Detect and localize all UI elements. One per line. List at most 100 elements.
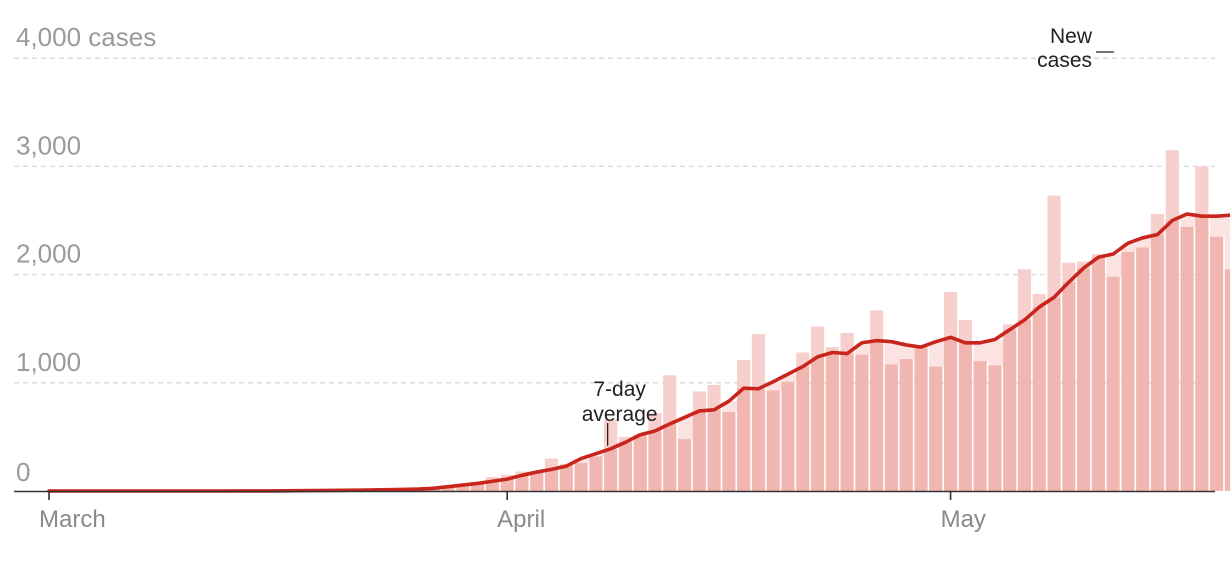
bar-day-31	[500, 479, 514, 491]
y-tick-labels: 0 1,000 2,000 3,000 4,000 cases	[16, 22, 156, 487]
bar-day-64	[988, 365, 1002, 491]
bar-day-30	[485, 481, 499, 491]
bar-day-70	[1077, 268, 1091, 491]
bar-day-72	[1106, 276, 1120, 491]
annotation-7-day-average: 7-day average	[582, 378, 658, 426]
average-band	[234, 214, 1230, 491]
bar-day-39-upper	[618, 436, 633, 443]
band-segment-79	[1210, 216, 1225, 237]
annotation-7-day-average-line-1: average	[582, 403, 658, 426]
band-segment-46	[722, 401, 738, 413]
bar-day-77	[1180, 226, 1194, 491]
bar-day-65-upper	[1003, 324, 1017, 330]
bar-day-59	[914, 347, 928, 491]
y-tick-label-2: 2,000	[16, 239, 81, 269]
bar-day-76	[1165, 220, 1179, 491]
bar-day-28	[456, 486, 470, 491]
bar-day-34	[544, 469, 559, 491]
bar-day-53	[825, 352, 839, 491]
bar-day-48	[751, 388, 766, 491]
band-segment-49	[766, 381, 782, 391]
bar-day-63	[973, 361, 987, 491]
band-segment-55	[855, 342, 871, 355]
bar-day-68	[1047, 297, 1061, 491]
bar-day-68-upper	[1047, 195, 1061, 298]
bar-day-27	[441, 487, 455, 491]
bar-day-54	[840, 353, 854, 491]
bar-day-80	[1224, 269, 1230, 491]
bar-day-66	[1017, 320, 1032, 491]
bar-day-47-upper	[737, 360, 751, 389]
bar-day-73	[1121, 251, 1135, 491]
bar-day-41	[648, 430, 662, 491]
bar-day-49	[766, 390, 780, 491]
y-tick-label-3: 3,000	[16, 130, 81, 160]
x-tick-label-may: May	[941, 506, 986, 533]
y-tick-label-4: 4,000 cases	[16, 22, 156, 52]
bar-day-50	[781, 381, 795, 491]
x-tick-label-march: March	[39, 506, 106, 533]
bar-day-56-upper	[870, 310, 884, 341]
bar-day-79	[1210, 236, 1224, 491]
bar-day-56	[870, 340, 884, 491]
bar-day-61-upper	[943, 291, 958, 338]
bar-day-43	[677, 439, 692, 491]
band-segment-63	[973, 342, 989, 362]
bar-day-75	[1150, 234, 1165, 492]
bar-day-33	[530, 472, 544, 491]
bar-day-32	[515, 475, 529, 491]
bar-day-57	[884, 364, 899, 491]
bar-day-38	[604, 448, 618, 491]
band-segment-80	[1224, 215, 1230, 270]
bar-day-42	[663, 423, 677, 491]
bar-day-54-upper	[840, 333, 854, 354]
annotations: 7-day average New cases	[582, 25, 1114, 446]
annotation-new-cases-line-1: cases	[1037, 49, 1092, 72]
bar-day-53-upper	[825, 347, 839, 353]
bar-day-58	[899, 358, 913, 491]
annotation-new-cases-line-0: New	[1050, 25, 1093, 48]
bar-day-45	[707, 409, 721, 491]
band-segment-64	[988, 339, 1004, 366]
bar-day-42-upper	[663, 375, 677, 424]
bar-day-69	[1062, 282, 1076, 491]
bar-day-76-upper	[1165, 150, 1179, 221]
band-segment-73	[1121, 243, 1137, 252]
bar-day-35	[559, 466, 573, 491]
bar-day-52-upper	[810, 326, 825, 357]
bar-day-37	[589, 456, 603, 491]
band-segment-72	[1106, 254, 1122, 277]
bar-day-32-upper	[515, 471, 529, 476]
bar-day-39	[618, 442, 633, 491]
bar-day-40	[633, 434, 647, 491]
bar-day-65	[1003, 329, 1017, 491]
bar-day-36	[574, 462, 588, 491]
bar-day-44-upper	[692, 391, 706, 411]
band-segment-58	[899, 344, 915, 359]
bar-day-78-upper	[1195, 166, 1209, 217]
band-segment-36	[574, 458, 590, 463]
bar-day-45-upper	[707, 384, 721, 410]
bar-day-47	[737, 388, 751, 491]
bar-day-62-upper	[958, 320, 972, 343]
bar-day-44	[692, 410, 706, 491]
band-segment-57	[884, 341, 900, 365]
bar-day-55	[855, 354, 869, 491]
bar-day-70-upper	[1077, 261, 1091, 269]
bar-day-46	[722, 412, 736, 491]
x-axis: March April May	[14, 490, 1215, 533]
bar-day-61	[943, 337, 958, 491]
annotation-new-cases: New cases	[1037, 25, 1093, 72]
bar-day-78	[1195, 216, 1209, 491]
bar-day-29	[471, 483, 485, 491]
bar-day-62	[958, 342, 972, 491]
bar-day-41-upper	[648, 413, 662, 431]
new-cases-bars	[278, 150, 1230, 492]
bar-day-71	[1091, 257, 1105, 491]
bar-day-48-upper	[751, 334, 766, 389]
band-segment-77	[1180, 214, 1196, 227]
bar-day-30-upper	[485, 476, 499, 482]
band-segment-60	[929, 341, 944, 367]
bar-day-52	[810, 356, 825, 491]
